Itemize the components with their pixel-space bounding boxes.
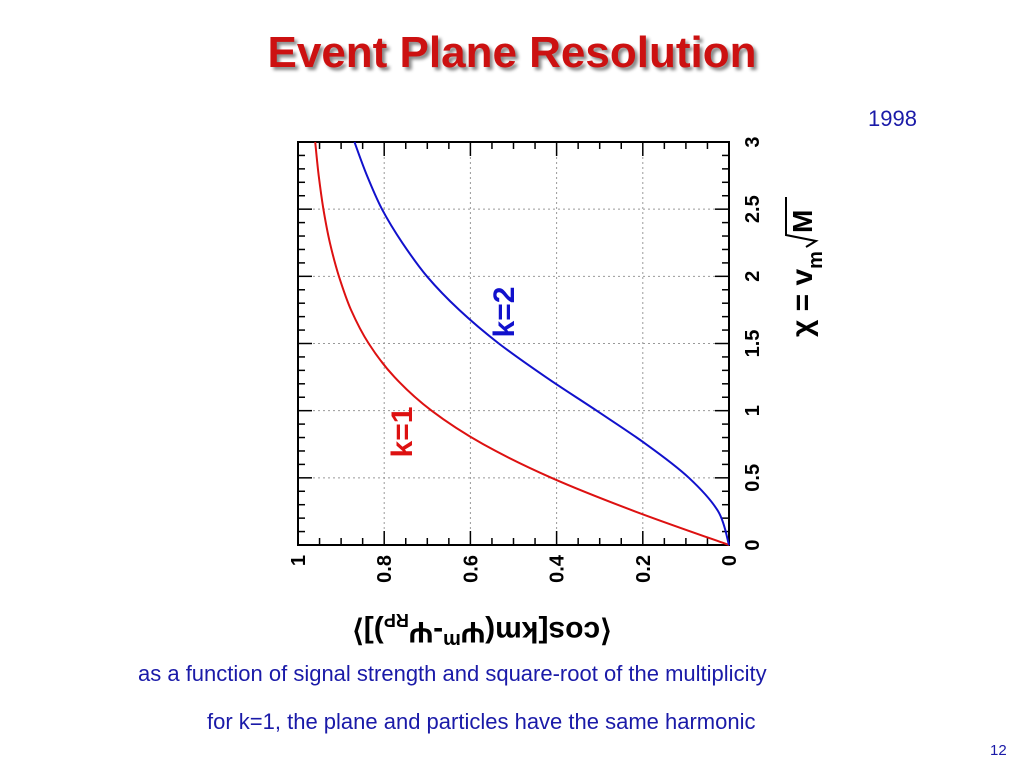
res-tick-label: 1 (288, 555, 310, 566)
cos-axis-label: ⟨cos[km(Ψm-ΨRP)]⟩ (352, 610, 612, 651)
res-tick-label: 0.8 (374, 555, 396, 583)
chi-tick-label: 0 (742, 539, 764, 550)
curves (314, 141, 730, 546)
res-tick-label: 0.6 (460, 555, 482, 583)
sqrt-sign (785, 197, 819, 248)
series-line-k=2 (353, 141, 730, 546)
chi-tick-label: 0.5 (742, 464, 764, 492)
svg-text:χ = vm: χ = vm (786, 251, 827, 337)
page-title: Event Plane Resolution (267, 28, 757, 77)
res-tick-label: 0.4 (547, 554, 569, 583)
caption-line-1: as a function of signal strength and squ… (138, 661, 767, 686)
chi-axis-label: χ = vm M (785, 197, 827, 337)
grid-lines (298, 142, 729, 545)
res-tick-label: 0.2 (633, 555, 655, 583)
chi-label-m: M (787, 210, 818, 233)
chi-tick-label: 3 (742, 136, 764, 147)
chi-tick-label: 1.5 (742, 330, 764, 358)
caption-line-2: for k=1, the plane and particles have th… (207, 709, 756, 734)
k2-series-label: k=2 (488, 287, 521, 338)
year-label: 1998 (868, 106, 917, 131)
chi-tick-label: 2 (742, 271, 764, 282)
series-line-k=1 (314, 141, 730, 546)
svg-text:⟨cos[km(Ψm-ΨRP)]⟩: ⟨cos[km(Ψm-ΨRP)]⟩ (352, 610, 612, 651)
res-tick-label: 0 (719, 555, 741, 566)
k1-series-label: k=1 (386, 407, 419, 458)
tick-labels: 0 0.5 1 1.5 2 2.5 3 0 0.2 0.4 0.6 0.8 1 (288, 136, 764, 582)
page-number: 12 (990, 742, 1007, 759)
chi-label-text: χ = v (786, 269, 819, 337)
chi-tick-label: 2.5 (742, 195, 764, 223)
axis-ticks (297, 141, 730, 546)
chi-tick-label: 1 (742, 405, 764, 416)
